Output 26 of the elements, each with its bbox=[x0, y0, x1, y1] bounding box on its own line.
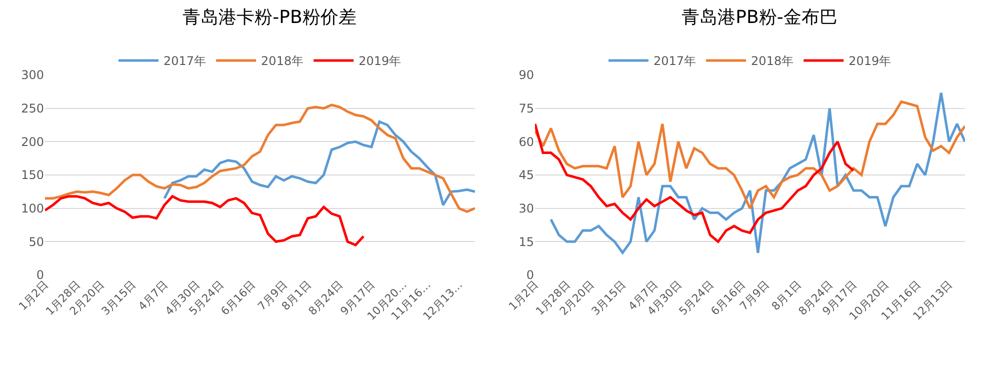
legend-label: 2019年 bbox=[848, 54, 892, 68]
legend-label: 2018年 bbox=[261, 54, 304, 68]
y-tick-label: 300 bbox=[21, 68, 44, 82]
y-tick-label: 100 bbox=[21, 202, 44, 216]
y-tick-label: 15 bbox=[518, 234, 534, 249]
y-tick-label: 45 bbox=[518, 168, 534, 182]
legend-label: 2017年 bbox=[164, 54, 206, 68]
legend-label: 2019年 bbox=[358, 54, 402, 68]
y-tick-label: 30 bbox=[518, 202, 534, 216]
y-tick-label: 200 bbox=[21, 134, 44, 149]
line-series bbox=[550, 92, 965, 254]
line-series bbox=[45, 104, 475, 213]
legend-label: 2017年 bbox=[654, 54, 696, 68]
line-series bbox=[45, 195, 365, 246]
y-tick-label: 250 bbox=[21, 102, 44, 116]
y-tick-label: 50 bbox=[28, 234, 44, 249]
y-tick-label: 60 bbox=[518, 134, 534, 149]
chart-title: 青岛港PB粉-金布巴 bbox=[682, 7, 838, 28]
chart-title: 青岛港卡粉-PB粉价差 bbox=[182, 7, 356, 28]
y-tick-label: 75 bbox=[518, 102, 534, 116]
line-series bbox=[535, 122, 855, 243]
line-series bbox=[535, 100, 965, 210]
legend-label: 2018年 bbox=[751, 54, 794, 68]
line-series bbox=[163, 120, 475, 206]
y-tick-label: 150 bbox=[21, 168, 44, 182]
y-tick-label: 90 bbox=[518, 68, 534, 82]
